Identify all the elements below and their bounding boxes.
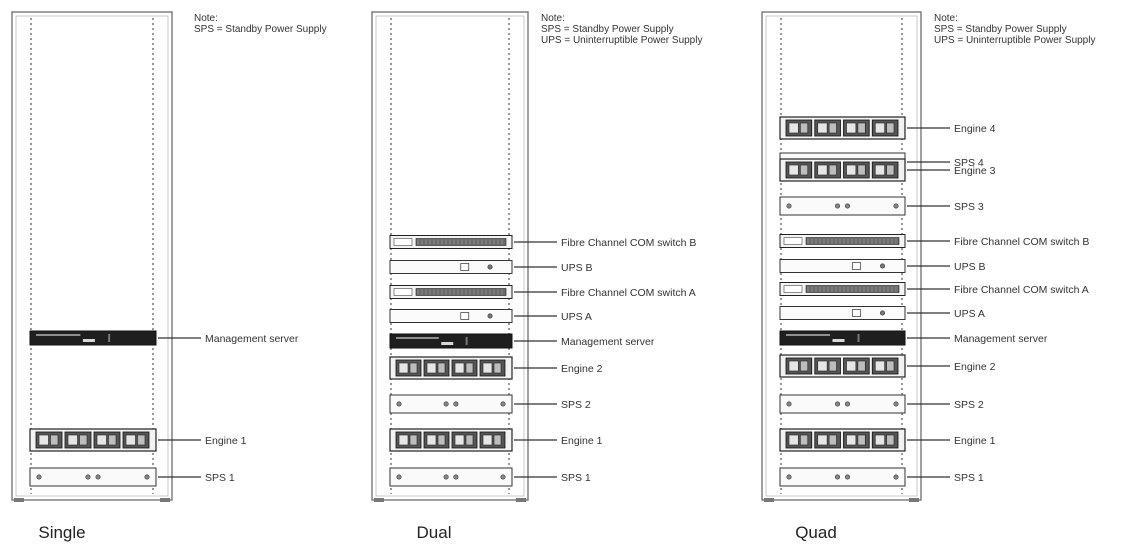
rack-unit-sps: SPS 1 bbox=[779, 467, 984, 487]
rack-unit-engine: Engine 2 bbox=[779, 354, 996, 378]
rack-unit-sps: SPS 2 bbox=[779, 394, 984, 414]
rack-unit-ups: UPS A bbox=[389, 309, 592, 323]
rack-frame bbox=[371, 11, 529, 501]
rack-unit-ups: UPS B bbox=[779, 259, 986, 273]
unit-label: Management server bbox=[561, 336, 655, 348]
unit-label: Engine 3 bbox=[954, 165, 996, 177]
rack-unit-fc: Fibre Channel COM switch A bbox=[779, 282, 1089, 296]
unit-label: Fibre Channel COM switch A bbox=[954, 284, 1089, 296]
note-heading: Note: bbox=[194, 13, 218, 24]
rack-unit-fc: Fibre Channel COM switch B bbox=[779, 234, 1089, 248]
unit-label: SPS 1 bbox=[954, 472, 984, 484]
unit-label: UPS B bbox=[954, 261, 986, 273]
unit-label: Engine 2 bbox=[561, 363, 603, 375]
unit-label: Engine 1 bbox=[561, 435, 603, 447]
unit-label: Engine 2 bbox=[954, 361, 996, 373]
rack-unit-sps: SPS 1 bbox=[389, 467, 591, 487]
rack-unit-engine: Engine 1 bbox=[389, 428, 603, 452]
rack-frame bbox=[761, 11, 922, 501]
note-line: SPS = Standby Power Supply bbox=[194, 24, 327, 35]
unit-label: UPS B bbox=[561, 262, 593, 274]
rack-unit-sps: SPS 1 bbox=[29, 467, 235, 487]
unit-label: SPS 2 bbox=[561, 399, 591, 411]
note-line: UPS = Uninterruptible Power Supply bbox=[934, 35, 1096, 46]
rack-caption: Quad bbox=[795, 523, 837, 542]
rack-single: Management server Engine 1 SPS 1 Single bbox=[11, 11, 299, 542]
unit-label: SPS 3 bbox=[954, 201, 984, 213]
rack-unit-engine: Engine 2 bbox=[389, 356, 603, 380]
rack-unit-ups: UPS A bbox=[779, 306, 985, 320]
unit-label: UPS A bbox=[561, 311, 592, 323]
note-heading: Note: bbox=[541, 13, 565, 24]
unit-label: SPS 2 bbox=[954, 399, 984, 411]
rack-unit-engine: Engine 1 bbox=[29, 428, 247, 452]
rack-frame bbox=[11, 11, 173, 501]
unit-label: Engine 4 bbox=[954, 123, 996, 135]
unit-label: SPS 4 bbox=[954, 157, 984, 169]
note-line: SPS = Standby Power Supply bbox=[934, 24, 1067, 35]
rack-unit-sps: SPS 2 bbox=[389, 394, 591, 414]
unit-label: Fibre Channel COM switch A bbox=[561, 287, 696, 299]
rack-unit-mgmt: Management server bbox=[389, 333, 655, 349]
rack-dual: Fibre Channel COM switch B UPS B Fibre Cha… bbox=[371, 11, 696, 542]
note-dual: Note: SPS = Standby Power Supply UPS = U… bbox=[541, 13, 702, 46]
rack-unit-ups: UPS B bbox=[389, 260, 593, 274]
rack-unit-sps: SPS 3 bbox=[779, 196, 984, 216]
rack-unit-mgmt: Management server bbox=[779, 330, 1048, 346]
rack-unit-engine: Engine 1 bbox=[779, 428, 996, 452]
note-line: SPS = Standby Power Supply bbox=[541, 24, 674, 35]
rack-caption: Single bbox=[38, 523, 85, 542]
unit-label: UPS A bbox=[954, 308, 985, 320]
rack-unit-engine: Engine 4 bbox=[779, 116, 996, 140]
unit-label: SPS 1 bbox=[205, 472, 235, 484]
unit-label: SPS 1 bbox=[561, 472, 591, 484]
note-quad: Note: SPS = Standby Power Supply UPS = U… bbox=[934, 13, 1095, 46]
rack-caption: Dual bbox=[417, 523, 452, 542]
unit-label: Engine 1 bbox=[205, 435, 247, 447]
note-line: UPS = Uninterruptible Power Supply bbox=[541, 35, 703, 46]
unit-label: Management server bbox=[954, 333, 1048, 345]
rack-unit-fc: Fibre Channel COM switch B bbox=[389, 235, 696, 249]
note-single: Note: SPS = Standby Power Supply bbox=[194, 13, 327, 35]
unit-label: Engine 1 bbox=[954, 435, 996, 447]
rack-unit-engine: Engine 3 bbox=[779, 158, 996, 182]
unit-label: Fibre Channel COM switch B bbox=[954, 236, 1089, 248]
rack-unit-mgmt: Management server bbox=[29, 330, 299, 346]
unit-label: Management server bbox=[205, 333, 299, 345]
rack-unit-fc: Fibre Channel COM switch A bbox=[389, 285, 696, 299]
unit-label: Fibre Channel COM switch B bbox=[561, 237, 696, 249]
note-heading: Note: bbox=[934, 13, 958, 24]
